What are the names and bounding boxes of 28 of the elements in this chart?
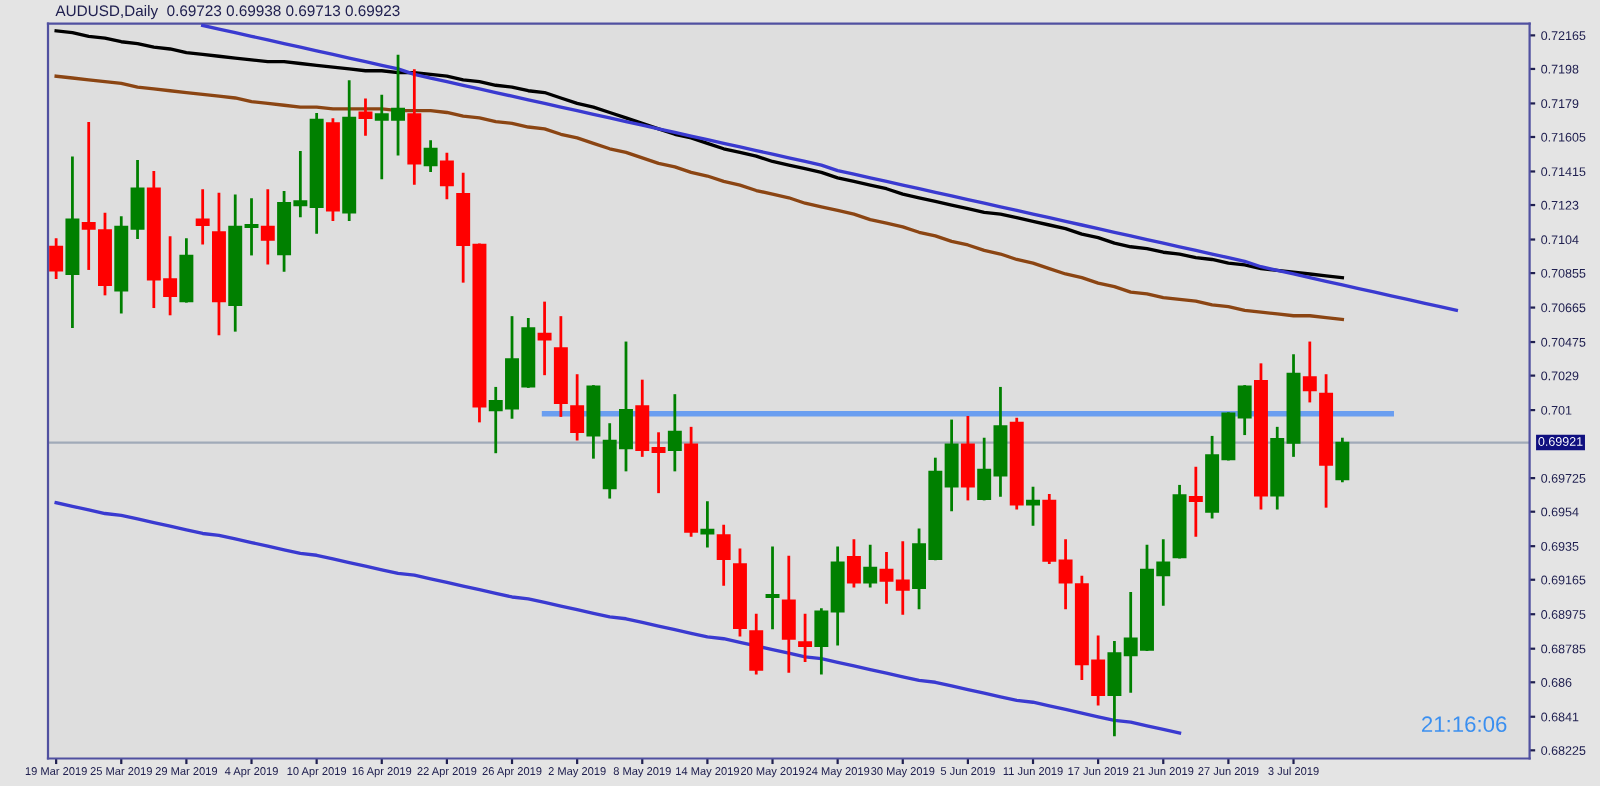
- candlestick: [179, 238, 194, 303]
- candlestick: [1302, 341, 1317, 403]
- candlestick: [781, 555, 796, 673]
- line-series: [54, 74, 1345, 322]
- candlestick: [570, 374, 585, 441]
- line-series: [54, 500, 1182, 735]
- candlestick: [358, 98, 373, 136]
- candlestick: [667, 394, 682, 472]
- candlestick: [798, 613, 813, 662]
- candlestick: [537, 301, 552, 376]
- line-series: [201, 23, 1458, 312]
- annotation: 21:16:06: [1422, 716, 1507, 733]
- candlestick: [1335, 437, 1350, 483]
- candlestick: [700, 501, 715, 548]
- candlestick: [1026, 486, 1040, 526]
- candlestick: [716, 524, 731, 586]
- candlestick: [49, 238, 64, 280]
- line-series: [54, 29, 1345, 280]
- candlestick: [195, 189, 210, 245]
- candlestick: [863, 544, 878, 588]
- candlestick: [1188, 466, 1203, 537]
- candlestick: [439, 152, 454, 200]
- candlestick: [423, 140, 438, 172]
- candlestick: [765, 546, 780, 630]
- candlestick: [260, 189, 275, 265]
- candlestick: [960, 415, 975, 501]
- candlestick: [749, 613, 764, 675]
- candlestick: [846, 539, 861, 588]
